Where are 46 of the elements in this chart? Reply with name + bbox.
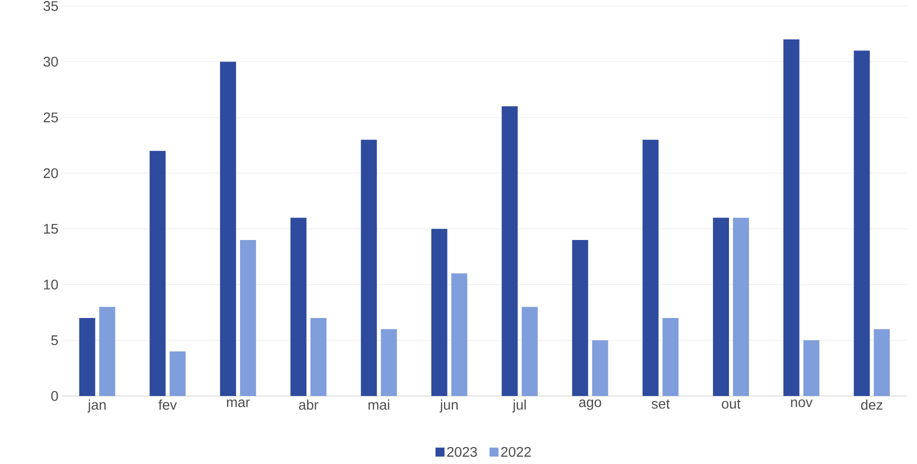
bar	[240, 240, 256, 396]
bar	[572, 240, 588, 396]
bar	[502, 106, 518, 396]
bar	[220, 62, 236, 396]
x-tick-label: jul	[512, 400, 526, 413]
y-tick-label: 10	[44, 280, 58, 290]
bar	[150, 150, 166, 396]
bar	[732, 218, 749, 396]
y-tick-label: 35	[43, 1, 58, 11]
bar	[522, 306, 538, 396]
x-tick-label: abr	[298, 400, 318, 410]
y-tick-label: 5	[51, 335, 58, 346]
bar	[380, 329, 397, 396]
y-tick-label: 15	[44, 224, 58, 234]
bar	[79, 318, 96, 396]
bar	[360, 140, 377, 396]
bar	[783, 39, 800, 396]
bar	[642, 140, 659, 396]
bar	[99, 306, 116, 396]
x-tick-label: mar	[226, 400, 250, 408]
y-tick-label: 25	[44, 112, 58, 122]
x-tick-label: jan	[88, 400, 106, 413]
x-tick-label: mai	[368, 400, 390, 410]
y-tick-label: 20	[44, 168, 58, 178]
bar	[712, 218, 729, 396]
bar	[451, 273, 468, 396]
legend-label: 2023	[447, 446, 477, 457]
x-tick-label: set	[652, 400, 670, 409]
bar	[662, 318, 679, 396]
x-tick-label: nov	[791, 400, 813, 408]
bar	[874, 329, 890, 396]
x-tick-label: dez	[861, 400, 882, 410]
bar	[310, 318, 326, 396]
bar	[170, 351, 186, 396]
bar	[592, 340, 608, 396]
y-tick-label: 30	[43, 56, 58, 67]
x-tick-label: ago	[579, 400, 602, 410]
x-tick-label: out	[722, 400, 741, 409]
x-tick-label: fev	[158, 400, 177, 410]
bar	[290, 218, 306, 396]
bar	[854, 50, 870, 396]
legend-label: 2022	[501, 446, 531, 457]
y-tick-label: 0	[51, 391, 58, 401]
bar	[803, 340, 820, 396]
x-tick-label: jun	[440, 400, 458, 413]
bar	[431, 228, 448, 396]
